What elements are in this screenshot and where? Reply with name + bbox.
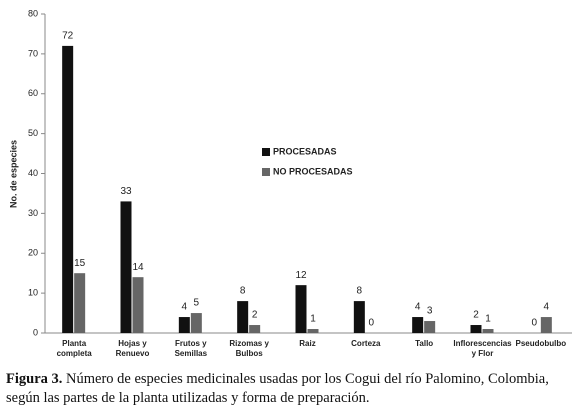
value-label: 0 <box>369 318 375 329</box>
legend-label: PROCESADAS <box>273 146 337 156</box>
caption: Figura 3. Número de especies medicinales… <box>6 370 578 408</box>
value-label: 4 <box>415 302 421 313</box>
value-label: 33 <box>120 186 132 197</box>
value-label: 14 <box>132 262 144 273</box>
x-tick-label: Planta completa <box>56 339 92 358</box>
bar <box>295 285 307 333</box>
value-label: 1 <box>310 314 316 325</box>
value-label: 72 <box>62 31 74 42</box>
value-label: 5 <box>194 298 200 309</box>
y-tick-label: 40 <box>28 168 38 178</box>
bar <box>412 317 424 333</box>
y-tick-label: 0 <box>33 327 38 337</box>
bar <box>178 317 190 333</box>
x-tick-label: Pseudobulbo <box>515 339 567 348</box>
y-tick-label: 50 <box>28 128 38 138</box>
y-tick-label: 80 <box>28 8 38 18</box>
legend-swatch <box>262 148 270 156</box>
bar <box>249 325 261 333</box>
value-label: 0 <box>532 318 538 329</box>
y-tick-label: 30 <box>28 208 38 218</box>
bar <box>74 273 86 333</box>
value-label: 12 <box>295 270 307 281</box>
bar <box>62 45 74 334</box>
y-tick-label: 60 <box>28 88 38 98</box>
caption-text: Número de especies medicinales usadas po… <box>6 371 549 406</box>
bar <box>424 321 436 333</box>
x-tick-label: Frutos y Semillas <box>174 339 208 358</box>
y-axis-label: No. de especies <box>8 140 18 208</box>
y-tick-label: 10 <box>28 288 38 298</box>
x-tick-label: Hojas y Renuevo <box>115 339 150 358</box>
value-label: 8 <box>357 286 363 297</box>
value-label: 3 <box>427 306 433 317</box>
x-tick-label: Rizomas y Bulbos <box>229 339 269 358</box>
bar <box>353 301 365 333</box>
bar <box>237 301 249 333</box>
bar <box>307 329 319 333</box>
bar <box>120 201 132 333</box>
value-label: 4 <box>544 302 550 313</box>
value-label: 15 <box>74 258 86 269</box>
value-label: 2 <box>252 310 258 321</box>
x-tick-label: Raiz <box>299 339 316 348</box>
chart: No. de especies 010203040506070807215331… <box>8 8 572 337</box>
value-label: 2 <box>473 310 479 321</box>
value-label: 1 <box>485 314 491 325</box>
x-tick-label: Inflorescencias y Flor <box>453 339 512 358</box>
x-tick-label: Corteza <box>351 339 381 348</box>
bar <box>190 313 202 333</box>
x-tick-label: Tallo <box>415 339 434 348</box>
legend-label: NO PROCESADAS <box>273 166 353 176</box>
y-tick-label: 20 <box>28 248 38 258</box>
value-label: 4 <box>182 302 188 313</box>
bar <box>540 317 552 333</box>
bar <box>482 329 494 333</box>
bar <box>132 277 144 333</box>
legend-swatch <box>262 168 270 176</box>
caption-label: Figura 3. <box>6 371 63 387</box>
bar <box>470 325 482 333</box>
value-label: 8 <box>240 286 246 297</box>
y-tick-label: 70 <box>28 48 38 58</box>
